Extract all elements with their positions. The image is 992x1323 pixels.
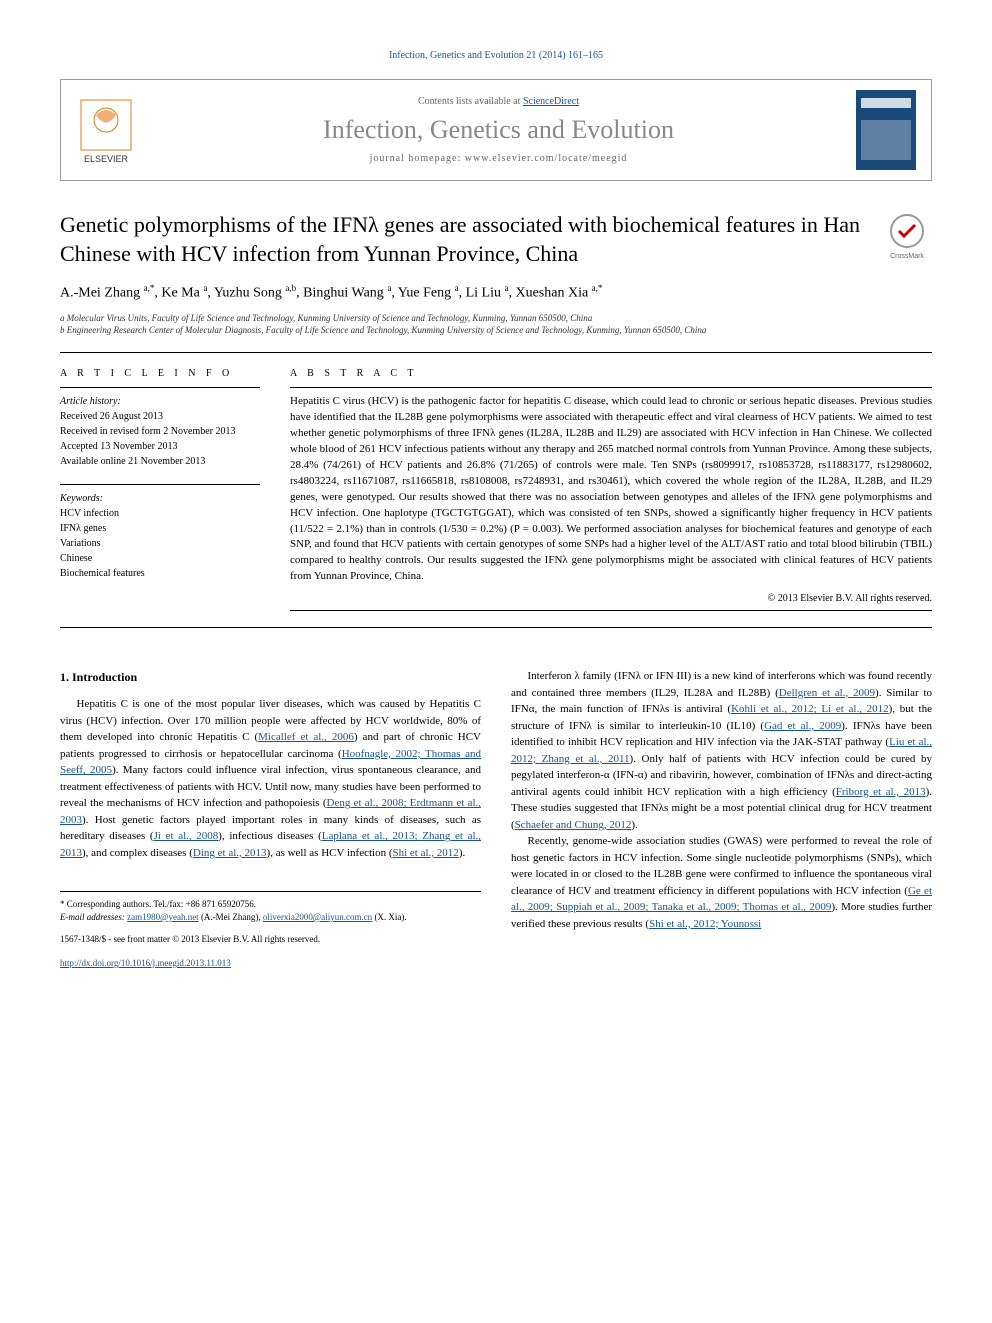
citation-link[interactable]: Shi et al., 2012; Younossi [649, 918, 761, 930]
citation-link[interactable]: Schaefer and Chung, 2012 [515, 819, 632, 831]
intro-paragraph-3: Recently, genome-wide association studie… [511, 833, 932, 932]
keyword-2: IFNλ genes [60, 521, 260, 536]
journal-name: Infection, Genetics and Evolution [156, 115, 841, 145]
affiliation-a: a Molecular Virus Units, Faculty of Life… [60, 312, 932, 325]
history-online: Available online 21 November 2013 [60, 454, 260, 469]
homepage-url: www.elsevier.com/locate/meegid [465, 153, 628, 164]
svg-text:CrossMark: CrossMark [890, 253, 924, 260]
svg-text:ELSEVIER: ELSEVIER [84, 154, 129, 164]
body-column-right: Interferon λ family (IFNλ or IFN III) is… [511, 668, 932, 970]
keywords-label: Keywords: [60, 491, 260, 506]
citation-link[interactable]: Micallef et al., 2006 [258, 731, 354, 743]
email-name-1: (A.-Mei Zhang), [199, 912, 263, 922]
corresponding-author: * Corresponding authors. Tel./fax: +86 8… [60, 898, 481, 911]
footer-notes: * Corresponding authors. Tel./fax: +86 8… [60, 891, 481, 923]
citation-link[interactable]: Kohli et al., 2012; Li et al., 2012 [731, 703, 889, 715]
contents-line: Contents lists available at ScienceDirec… [156, 96, 841, 107]
history-accepted: Accepted 13 November 2013 [60, 439, 260, 454]
citation-link[interactable]: Liu et al., 2012; Zhang et al., 2011 [511, 736, 932, 765]
abstract-text: Hepatitis C virus (HCV) is the pathogeni… [290, 394, 932, 585]
affiliation-b: b Engineering Research Center of Molecul… [60, 324, 932, 337]
email-link-2[interactable]: oliverxia2000@aliyun.com.cn [263, 912, 372, 922]
abstract-heading: A B S T R A C T [290, 368, 932, 379]
body-column-left: 1. Introduction Hepatitis C is one of th… [60, 668, 481, 970]
keyword-4: Chinese [60, 551, 260, 566]
citation-link[interactable]: Dellgren et al., 2009 [779, 687, 875, 699]
section-heading-intro: 1. Introduction [60, 668, 481, 686]
citation-link[interactable]: Friborg et al., 2013 [836, 786, 926, 798]
keyword-5: Biochemical features [60, 566, 260, 581]
sciencedirect-link[interactable]: ScienceDirect [523, 96, 579, 107]
keyword-1: HCV infection [60, 506, 260, 521]
citation-link[interactable]: Ge et al., 2009; Suppiah et al., 2009; T… [511, 885, 932, 914]
email-link-1[interactable]: zam1980@yeah.net [127, 912, 199, 922]
intro-paragraph-1: Hepatitis C is one of the most popular l… [60, 696, 481, 861]
header-reference: Infection, Genetics and Evolution 21 (20… [60, 50, 932, 61]
authors-list: A.-Mei Zhang a,*, Ke Ma a, Yuzhu Song a,… [60, 283, 932, 302]
citation-link[interactable]: Ding et al., 2013 [193, 847, 267, 859]
article-title: Genetic polymorphisms of the IFNλ genes … [60, 211, 862, 268]
contents-prefix: Contents lists available at [418, 96, 523, 107]
intro-paragraph-2: Interferon λ family (IFNλ or IFN III) is… [511, 668, 932, 833]
journal-header-box: ELSEVIER Contents lists available at Sci… [60, 79, 932, 181]
issn-line: 1567-1348/$ - see front matter © 2013 El… [60, 933, 481, 947]
email-line: E-mail addresses: zam1980@yeah.net (A.-M… [60, 911, 481, 924]
journal-cover-thumbnail [856, 90, 916, 170]
homepage-line: journal homepage: www.elsevier.com/locat… [156, 153, 841, 164]
email-label: E-mail addresses: [60, 912, 127, 922]
doi-link[interactable]: http://dx.doi.org/10.1016/j.meegid.2013.… [60, 958, 231, 968]
citation-link[interactable]: Hoofnagle, 2002; Thomas and Seeff, 2005 [60, 748, 481, 777]
keyword-3: Variations [60, 536, 260, 551]
citation-link[interactable]: Shi et al., 2012 [393, 847, 459, 859]
history-revised: Received in revised form 2 November 2013 [60, 424, 260, 439]
article-info-heading: A R T I C L E I N F O [60, 368, 260, 379]
elsevier-logo: ELSEVIER [76, 95, 136, 165]
history-received: Received 26 August 2013 [60, 409, 260, 424]
citation-link[interactable]: Deng et al., 2008; Erdtmann et al., 2003 [60, 797, 481, 826]
copyright-line: © 2013 Elsevier B.V. All rights reserved… [290, 593, 932, 604]
citation-link[interactable]: Gad et al., 2009 [764, 720, 841, 732]
affiliations: a Molecular Virus Units, Faculty of Life… [60, 312, 932, 337]
crossmark-icon[interactable]: CrossMark [882, 211, 932, 261]
email-name-2: (X. Xia). [372, 912, 407, 922]
citation-link[interactable]: Ji et al., 2008 [154, 830, 219, 842]
article-info-sidebar: A R T I C L E I N F O Article history: R… [60, 368, 260, 617]
history-label: Article history: [60, 394, 260, 409]
homepage-prefix: journal homepage: [370, 153, 465, 164]
